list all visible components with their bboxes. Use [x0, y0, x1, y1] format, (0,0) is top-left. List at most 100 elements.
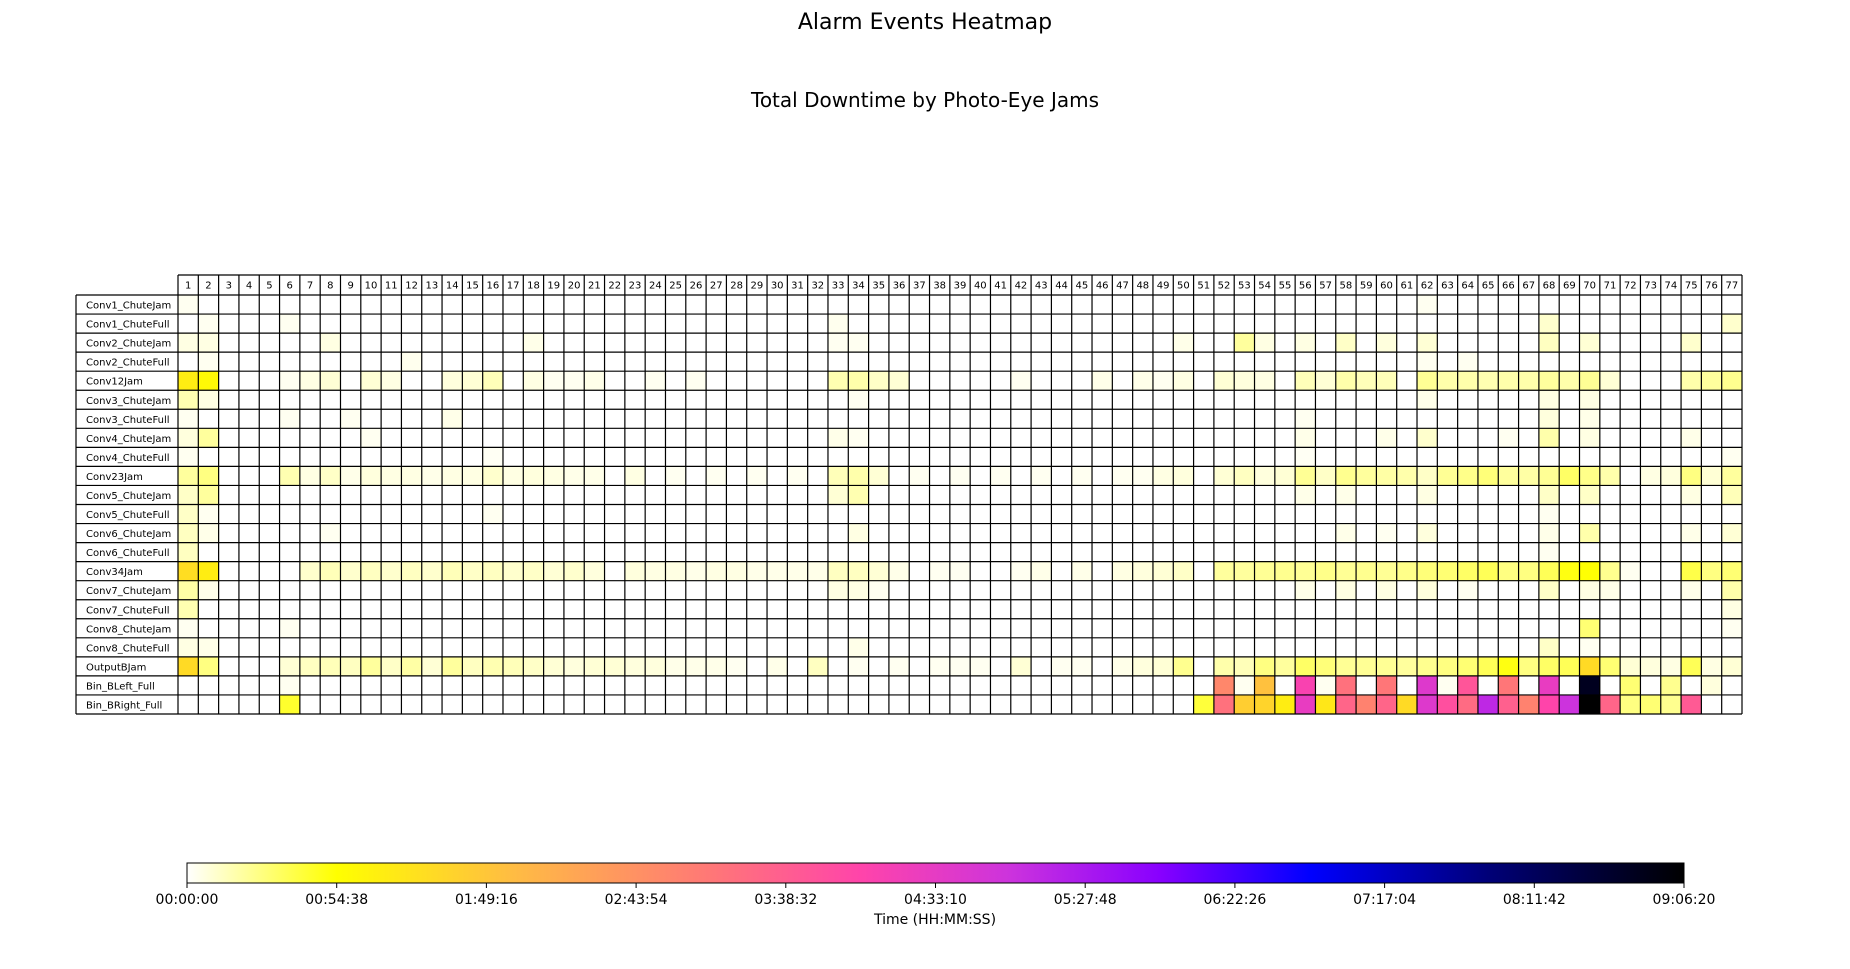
heatmap-cell: [1071, 466, 1093, 486]
heatmap-cell: [1457, 580, 1478, 600]
heatmap-cell: [970, 542, 991, 562]
heatmap-cell: [1254, 466, 1275, 486]
heatmap-cell: [726, 694, 747, 714]
heatmap-cell: [502, 694, 524, 714]
heatmap-cell: [929, 694, 950, 714]
heatmap-cell: [1254, 352, 1275, 372]
heatmap-cell: [1599, 390, 1621, 410]
heatmap-cell: [238, 618, 260, 638]
heatmap-cell: [848, 314, 869, 334]
heatmap-cell: [1620, 485, 1641, 505]
heatmap-cell: [401, 656, 422, 676]
heatmap-cell: [827, 656, 849, 676]
column-header: 76: [1705, 281, 1718, 292]
heatmap-cell: [279, 352, 300, 372]
heatmap-cell: [787, 637, 808, 657]
heatmap-cell: [1538, 314, 1560, 334]
heatmap-cell: [1152, 504, 1174, 524]
heatmap-cell: [1010, 466, 1032, 486]
heatmap-cell: [1620, 371, 1641, 391]
heatmap-cell: [1477, 371, 1499, 391]
heatmap-cell: [1092, 409, 1113, 429]
heatmap-cell: [1031, 485, 1052, 505]
heatmap-cell: [1193, 694, 1214, 714]
heatmap-cell: [1356, 371, 1377, 391]
heatmap-cell: [259, 466, 280, 486]
heatmap-cell: [1721, 409, 1742, 429]
heatmap-cell: [563, 504, 585, 524]
heatmap-cell: [543, 599, 564, 619]
heatmap-cell: [1538, 580, 1560, 600]
heatmap-cell: [1193, 485, 1214, 505]
heatmap-cell: [1538, 352, 1560, 372]
heatmap-cell: [502, 656, 524, 676]
heatmap-cell: [787, 295, 808, 315]
heatmap-cell: [320, 447, 341, 467]
heatmap-cell: [218, 618, 239, 638]
heatmap-cell: [381, 675, 402, 695]
heatmap-cell: [970, 390, 991, 410]
heatmap-cell: [1579, 390, 1600, 410]
heatmap-cell: [502, 333, 524, 353]
heatmap-cell: [1721, 694, 1742, 714]
heatmap-cell: [1356, 485, 1377, 505]
heatmap-cell: [178, 694, 199, 714]
heatmap-cell: [685, 504, 707, 524]
heatmap-cell: [462, 466, 483, 486]
heatmap-cell: [868, 428, 889, 448]
heatmap-cell: [1640, 314, 1661, 334]
heatmap-cell: [746, 675, 768, 695]
heatmap-cell: [746, 428, 768, 448]
heatmap-cell: [1234, 580, 1255, 600]
heatmap-cell: [1051, 390, 1072, 410]
heatmap-cell: [1498, 333, 1519, 353]
heatmap-cell: [421, 580, 443, 600]
heatmap-cell: [584, 599, 605, 619]
heatmap-cell: [320, 656, 341, 676]
heatmap-cell: [1376, 523, 1397, 543]
heatmap-cell: [868, 675, 889, 695]
heatmap-cell: [421, 618, 443, 638]
heatmap-cell: [767, 637, 788, 657]
heatmap-cell: [218, 295, 239, 315]
heatmap-cell: [198, 371, 219, 391]
heatmap-cell: [1721, 371, 1742, 391]
heatmap-cell: [1559, 618, 1580, 638]
heatmap-cell: [827, 504, 849, 524]
heatmap-cell: [1620, 295, 1641, 315]
heatmap-cell: [320, 352, 341, 372]
heatmap-cell: [1112, 447, 1133, 467]
heatmap-cell: [1274, 371, 1296, 391]
heatmap-cell: [1701, 352, 1722, 372]
heatmap-cell: [218, 523, 239, 543]
heatmap-cell: [238, 561, 260, 581]
row-header: Conv8_ChuteJam: [86, 624, 171, 635]
heatmap-cell: [1051, 523, 1072, 543]
heatmap-cell: [279, 333, 300, 353]
heatmap-cell: [1193, 409, 1214, 429]
heatmap-cell: [1620, 694, 1641, 714]
heatmap-cell: [645, 390, 666, 410]
heatmap-cell: [888, 447, 910, 467]
heatmap-cell: [645, 409, 666, 429]
heatmap-cell: [1295, 390, 1316, 410]
heatmap-cell: [442, 523, 463, 543]
heatmap-cell: [604, 561, 625, 581]
heatmap-cell: [320, 599, 341, 619]
heatmap-cell: [970, 466, 991, 486]
heatmap-cell: [1640, 409, 1661, 429]
heatmap-cell: [1254, 675, 1275, 695]
heatmap-cell: [1152, 390, 1174, 410]
heatmap-cell: [604, 409, 625, 429]
heatmap-cell: [238, 656, 260, 676]
column-header: 29: [751, 281, 764, 292]
heatmap-cell: [1376, 580, 1397, 600]
heatmap-cell: [1274, 390, 1296, 410]
heatmap-cell: [665, 542, 686, 562]
heatmap-cell: [218, 447, 239, 467]
heatmap-cell: [1579, 637, 1600, 657]
heatmap-cell: [1213, 485, 1235, 505]
heatmap-cell: [685, 352, 707, 372]
heatmap-cell: [1660, 599, 1682, 619]
heatmap-cell: [482, 561, 503, 581]
